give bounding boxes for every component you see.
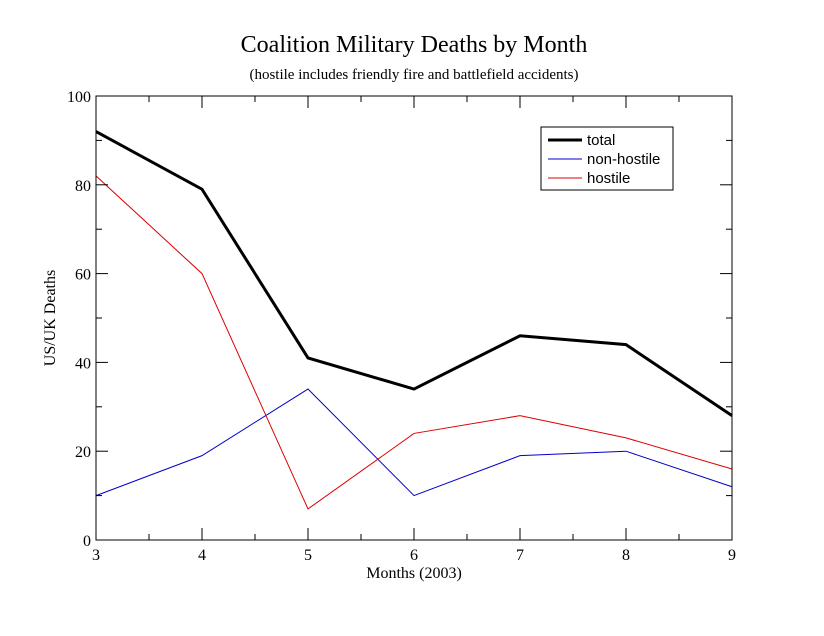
x-tick-label: 3: [92, 547, 100, 564]
x-tick-label: 7: [516, 547, 524, 564]
y-tick-label: 60: [75, 267, 91, 284]
legend-label-non-hostile: non-hostile: [587, 151, 660, 168]
series-line-total: [95, 130, 733, 417]
x-axis-label: Months (2003): [366, 565, 462, 582]
series-line-hostile: [95, 175, 733, 510]
tick-labels: 3 4 5 6 7 8 9 0 20 40 60 80 100: [67, 89, 736, 564]
x-tick-label: 9: [728, 547, 736, 564]
axis-ticks: [95, 95, 733, 541]
chart-subtitle: (hostile includes friendly fire and batt…: [249, 67, 578, 83]
y-tick-label: 0: [83, 533, 91, 550]
y-tick-label: 20: [75, 444, 91, 461]
x-tick-label: 6: [410, 547, 418, 564]
plot-lines: [95, 130, 733, 510]
y-axis-label: US/UK Deaths: [42, 270, 59, 366]
x-tick-label: 5: [304, 547, 312, 564]
chart-title: Coalition Military Deaths by Month: [241, 32, 588, 58]
x-tick-label: 8: [622, 547, 630, 564]
legend-label-hostile: hostile: [587, 170, 630, 187]
y-tick-label: 100: [67, 89, 91, 106]
y-tick-label: 80: [75, 178, 91, 195]
legend: total non-hostile hostile: [540, 126, 674, 191]
x-tick-label: 4: [198, 547, 206, 564]
legend-label-total: total: [587, 132, 615, 149]
y-tick-label: 40: [75, 355, 91, 372]
series-line-non-hostile: [95, 388, 733, 497]
